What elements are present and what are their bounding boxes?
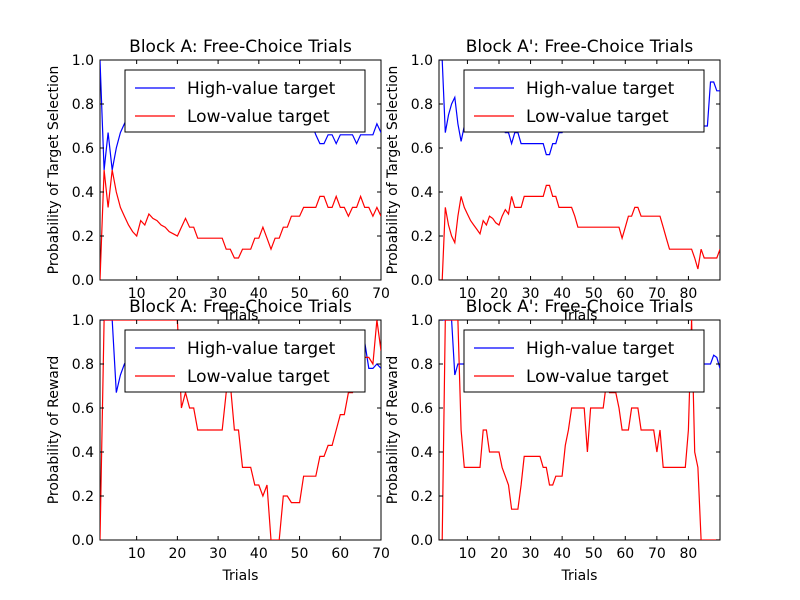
x-tick-label: 30 xyxy=(522,286,540,302)
x-tick-label: 10 xyxy=(128,546,146,562)
x-tick-label: 50 xyxy=(291,286,309,302)
y-tick-label: 0.8 xyxy=(411,97,433,113)
series-line-low-value xyxy=(100,169,381,280)
x-tick-label: 20 xyxy=(490,286,508,302)
legend-box xyxy=(463,69,705,133)
legend: High-value target Low-value target xyxy=(124,69,366,133)
legend-label: Low-value target xyxy=(187,107,330,127)
axes-frame xyxy=(99,319,382,541)
x-tick-label: 40 xyxy=(553,286,571,302)
y-tick-label: 0.2 xyxy=(411,489,433,505)
legend: High-value target Low-value target xyxy=(463,329,705,393)
x-tick-label: 20 xyxy=(168,546,186,562)
x-tick-label: 50 xyxy=(585,546,603,562)
y-tick-label: 1.0 xyxy=(72,313,94,329)
x-tick-label: 60 xyxy=(331,546,349,562)
legend-label: Low-value target xyxy=(526,107,669,127)
chart-title: Block A': Free-Choice Trials xyxy=(466,297,694,317)
x-tick-label: 60 xyxy=(616,286,634,302)
legend-label: High-value target xyxy=(526,79,675,99)
x-tick-label: 10 xyxy=(128,286,146,302)
x-tick-label: 30 xyxy=(209,546,227,562)
y-tick-label: 0.8 xyxy=(72,97,94,113)
x-tick-label: 30 xyxy=(522,546,540,562)
x-tick-label: 80 xyxy=(680,286,698,302)
x-tick-label: 20 xyxy=(168,286,186,302)
y-tick-label: 0.6 xyxy=(411,141,433,157)
chart-panel-1: 10 20 30 40 50 60 70 0.0 0.2 0.4 0.6 0.8 1.0 Block A:… xyxy=(46,37,390,324)
x-tick-label: 60 xyxy=(616,546,634,562)
series-line-low-value xyxy=(439,320,720,540)
x-tick-label: 10 xyxy=(459,546,477,562)
legend-label: High-value target xyxy=(187,339,336,359)
y-axis-label: Probability of Target Selection xyxy=(385,66,401,275)
x-tick-label: 70 xyxy=(648,286,666,302)
x-tick-label: 70 xyxy=(372,546,390,562)
x-tick-label: 10 xyxy=(459,286,477,302)
series-line-low-value xyxy=(100,320,381,540)
y-tick-label: 0.4 xyxy=(411,445,433,461)
y-tick-label: 0.0 xyxy=(72,273,94,289)
y-tick-label: 0.6 xyxy=(411,401,433,417)
legend: High-value target Low-value target xyxy=(124,329,366,393)
legend-label: High-value target xyxy=(187,79,336,99)
chart-panel-3: 10 20 30 40 50 60 70 0.0 0.2 0.4 0.6 0.8 1.0 Block A:… xyxy=(46,297,390,584)
x-tick-label: 40 xyxy=(250,546,268,562)
legend-label: Low-value target xyxy=(526,367,669,387)
chart-panel-4: 10 20 30 40 50 60 70 80 0.0 0.2 0.4 0.6 0.8 1.0 Block … xyxy=(385,297,721,584)
y-axis-label: Probability of Reward xyxy=(46,356,62,505)
chart-title: Block A: Free-Choice Trials xyxy=(129,297,352,317)
x-tick-label: 70 xyxy=(648,546,666,562)
axes-frame xyxy=(438,319,721,541)
y-tick-label: 0.6 xyxy=(72,401,94,417)
y-tick-label: 0.4 xyxy=(72,445,94,461)
y-tick-label: 1.0 xyxy=(72,53,94,69)
x-axis-label: Trials xyxy=(561,568,598,584)
y-tick-label: 0.8 xyxy=(72,357,94,373)
y-axis-label: Probability of Reward xyxy=(385,356,401,505)
legend-label: Low-value target xyxy=(187,367,330,387)
y-tick-label: 1.0 xyxy=(411,313,433,329)
y-tick-label: 0.4 xyxy=(411,185,433,201)
legend: High-value target Low-value target xyxy=(463,69,705,133)
x-tick-label: 60 xyxy=(331,286,349,302)
chart-title: Block A': Free-Choice Trials xyxy=(466,37,694,57)
x-tick-label: 80 xyxy=(680,546,698,562)
x-axis-label: Trials xyxy=(222,568,259,584)
legend-box xyxy=(124,329,366,393)
x-tick-label: 40 xyxy=(553,546,571,562)
x-tick-label: 30 xyxy=(209,286,227,302)
y-tick-label: 0.2 xyxy=(411,229,433,245)
legend-label: High-value target xyxy=(526,339,675,359)
legend-box xyxy=(124,69,366,133)
x-tick-label: 70 xyxy=(372,286,390,302)
x-tick-label: 40 xyxy=(250,286,268,302)
y-tick-label: 1.0 xyxy=(411,53,433,69)
y-tick-label: 0.0 xyxy=(72,533,94,549)
legend-box xyxy=(463,329,705,393)
x-tick-label: 50 xyxy=(585,286,603,302)
y-axis-label: Probability of Target Selection xyxy=(46,66,62,275)
x-tick-label: 20 xyxy=(490,546,508,562)
axes-frame xyxy=(438,59,721,281)
y-tick-label: 0.0 xyxy=(411,273,433,289)
y-tick-label: 0.6 xyxy=(72,141,94,157)
chart-title: Block A: Free-Choice Trials xyxy=(129,37,352,57)
x-tick-label: 50 xyxy=(291,546,309,562)
chart-panel-2: 10 20 30 40 50 60 70 80 0.0 0.2 0.4 0.6 0.8 1.0 Block … xyxy=(385,37,721,324)
series-line-low-value xyxy=(439,184,720,280)
y-tick-label: 0.8 xyxy=(411,357,433,373)
y-tick-label: 0.2 xyxy=(72,489,94,505)
y-tick-label: 0.4 xyxy=(72,185,94,201)
y-tick-label: 0.0 xyxy=(411,533,433,549)
axes-frame xyxy=(99,59,382,281)
y-tick-label: 0.2 xyxy=(72,229,94,245)
